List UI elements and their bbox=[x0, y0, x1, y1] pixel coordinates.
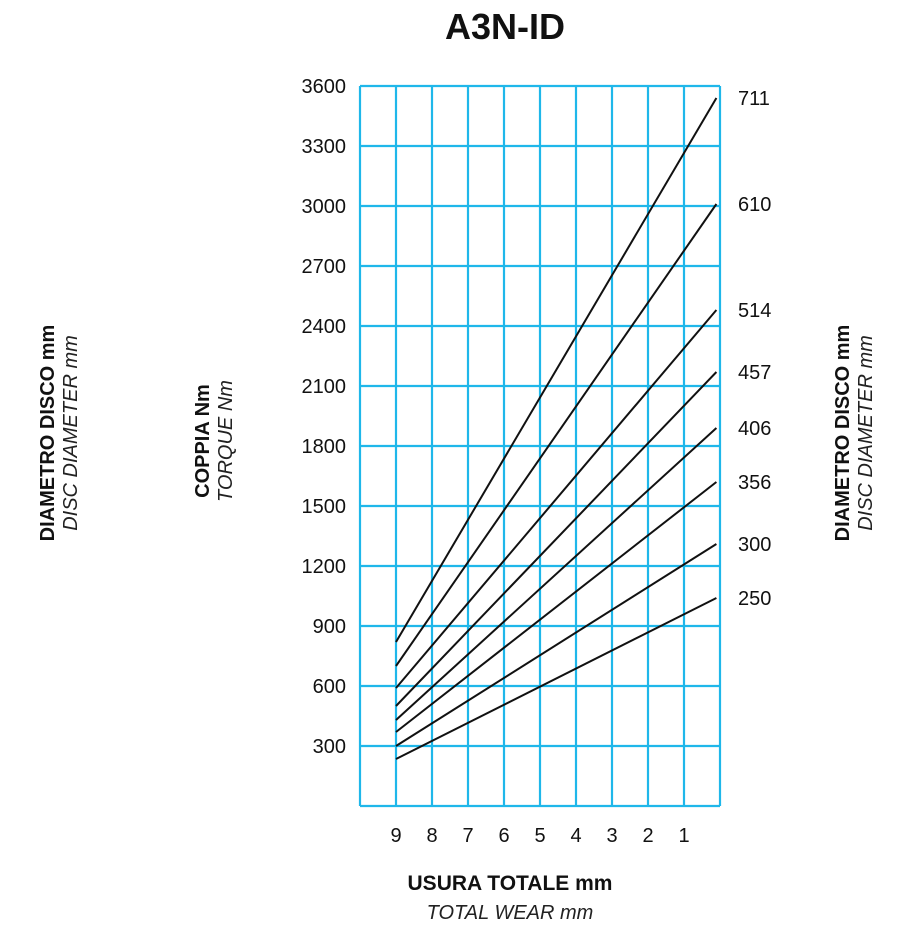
series-label-610: 610 bbox=[738, 194, 771, 216]
series-label-711: 711 bbox=[738, 88, 770, 110]
y-tick-label: 2400 bbox=[302, 316, 347, 338]
y-tick-label: 600 bbox=[313, 676, 346, 698]
y-tick-label: 3600 bbox=[302, 76, 347, 98]
y-tick-label: 2700 bbox=[302, 256, 347, 278]
y-tick-label: 1800 bbox=[302, 436, 347, 458]
y-tick-label: 900 bbox=[313, 616, 346, 638]
series-line-300 bbox=[395, 543, 717, 747]
series-label-356: 356 bbox=[738, 472, 771, 494]
x-axis-label-en: TOTAL WEAR mm bbox=[426, 902, 594, 924]
series-label-300: 300 bbox=[738, 534, 771, 556]
y-tick-label: 3300 bbox=[302, 136, 347, 158]
x-tick-label: 3 bbox=[606, 825, 617, 847]
x-axis-label: USURA TOTALE mm TOTAL WEAR mm bbox=[360, 872, 660, 925]
x-tick-label: 4 bbox=[570, 825, 581, 847]
series-line-406 bbox=[395, 427, 718, 721]
series-label-250: 250 bbox=[738, 588, 771, 610]
chart-title: A3N-ID bbox=[444, 6, 565, 47]
series-label-457: 457 bbox=[738, 362, 771, 384]
series-line-610 bbox=[395, 203, 718, 667]
y-tick-label: 300 bbox=[313, 736, 346, 758]
x-axis-label-it: USURA TOTALE mm bbox=[407, 872, 613, 895]
series-line-356 bbox=[395, 481, 718, 733]
y-tick-label: 1200 bbox=[302, 556, 347, 578]
x-tick-label: 8 bbox=[426, 825, 437, 847]
x-tick-label: 6 bbox=[498, 825, 509, 847]
series-line-457 bbox=[395, 371, 718, 707]
series-label-406: 406 bbox=[738, 418, 771, 440]
series-line-250 bbox=[395, 597, 717, 760]
series-label-514: 514 bbox=[738, 300, 771, 322]
y-tick-label: 1500 bbox=[302, 496, 347, 518]
series-line-514 bbox=[395, 309, 718, 689]
x-tick-label: 1 bbox=[678, 825, 689, 847]
x-tick-label: 9 bbox=[390, 825, 401, 847]
y-tick-label: 3000 bbox=[302, 196, 347, 218]
x-tick-label: 7 bbox=[462, 825, 473, 847]
x-tick-label: 2 bbox=[642, 825, 653, 847]
y-tick-label: 2100 bbox=[302, 376, 347, 398]
series-line-711 bbox=[395, 97, 718, 643]
x-tick-label: 5 bbox=[534, 825, 545, 847]
